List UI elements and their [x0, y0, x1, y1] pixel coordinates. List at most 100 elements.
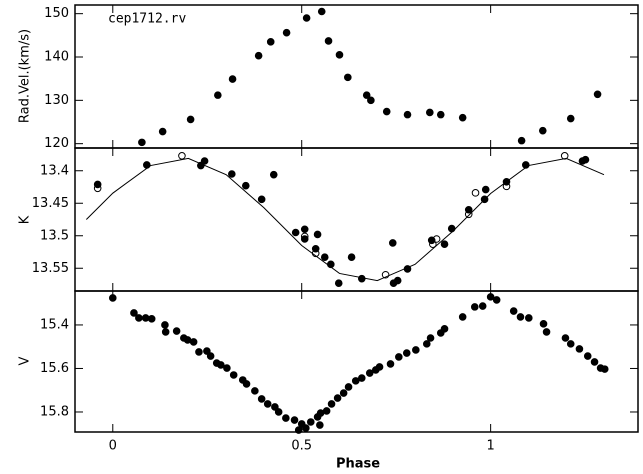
data-point — [135, 314, 143, 322]
data-point — [464, 210, 473, 219]
data-point — [432, 235, 441, 243]
data-point — [197, 161, 205, 170]
data-point — [367, 96, 375, 105]
data-point — [206, 352, 215, 360]
data-point — [590, 358, 599, 366]
data-point — [320, 253, 329, 262]
data-point — [517, 136, 526, 145]
data-point — [426, 108, 434, 117]
data-point — [426, 334, 435, 342]
data-point — [561, 334, 570, 342]
data-point — [300, 225, 309, 234]
data-point — [158, 127, 167, 136]
data-point — [130, 309, 138, 317]
data-point — [290, 416, 299, 424]
data-point — [189, 338, 198, 346]
data-point — [302, 424, 310, 432]
data-point — [436, 110, 445, 119]
y-tick-label: 15.6 — [40, 361, 69, 376]
data-point — [214, 91, 222, 99]
data-point — [486, 293, 495, 301]
data-point — [300, 232, 309, 241]
data-point — [509, 307, 518, 315]
data-point — [422, 340, 431, 348]
data-point — [481, 185, 490, 194]
data-point — [429, 240, 437, 248]
data-point — [412, 346, 420, 354]
y-tick-label: 13.55 — [32, 261, 69, 276]
data-point — [357, 274, 366, 283]
y-tick-label: 15.4 — [40, 317, 69, 332]
data-point — [403, 265, 412, 273]
data-point — [440, 325, 449, 333]
data-point — [339, 389, 348, 397]
data-point — [228, 75, 237, 83]
data-point — [142, 161, 151, 169]
y-tick-label: 130 — [44, 93, 69, 108]
data-point — [458, 113, 467, 122]
data-point — [381, 270, 390, 279]
data-point — [254, 51, 263, 60]
data-point — [327, 260, 335, 269]
data-point — [502, 182, 511, 191]
data-point — [266, 38, 275, 46]
data-point — [229, 371, 238, 379]
data-point — [161, 328, 170, 336]
data-point — [525, 314, 533, 322]
plot-frame — [74, 290, 639, 433]
data-point — [335, 51, 344, 59]
data-point — [93, 180, 102, 189]
x-axis-label: Phase — [336, 457, 380, 472]
data-point — [395, 353, 403, 361]
data-point — [581, 155, 590, 164]
data-point — [382, 107, 391, 116]
y-axis-label: Rad.Vel.(km/s) — [18, 29, 33, 123]
data-point — [251, 387, 259, 395]
data-point — [334, 279, 343, 288]
y-axis-label: V — [18, 356, 33, 365]
data-point — [593, 90, 602, 99]
data-point — [203, 347, 211, 355]
data-point — [542, 328, 551, 336]
data-point — [257, 195, 266, 204]
model-curve — [85, 157, 605, 282]
data-point — [302, 14, 311, 22]
x-tick-label: 0 — [109, 439, 117, 454]
data-point — [327, 400, 336, 408]
y-axis-label: K — [18, 215, 33, 224]
plot-frame — [74, 147, 639, 292]
data-point — [440, 240, 449, 248]
data-point — [217, 361, 225, 369]
data-point — [228, 170, 236, 178]
data-point — [274, 408, 283, 416]
data-point — [313, 230, 322, 239]
y-tick-label: 13.5 — [40, 228, 69, 243]
data-point — [386, 360, 395, 368]
data-point — [241, 181, 250, 190]
data-point — [186, 115, 195, 124]
x-tick-label: 1 — [486, 439, 494, 454]
data-point — [161, 321, 169, 329]
annotation: cep1712.rv — [108, 12, 186, 27]
data-point — [282, 28, 291, 37]
data-point — [566, 340, 575, 348]
data-point — [282, 414, 290, 422]
data-point — [470, 303, 479, 311]
data-point — [480, 195, 489, 204]
data-point — [300, 235, 309, 243]
data-point — [393, 276, 402, 285]
data-point — [362, 91, 371, 99]
data-point — [291, 228, 300, 237]
data-point — [560, 152, 569, 160]
data-point — [108, 294, 117, 302]
data-point — [269, 170, 278, 179]
data-point — [316, 421, 324, 429]
data-point — [347, 253, 356, 262]
data-point — [600, 365, 609, 373]
data-point — [521, 161, 530, 169]
data-point — [539, 320, 548, 328]
data-point — [195, 348, 203, 356]
y-tick-label: 140 — [44, 50, 69, 65]
data-point — [388, 239, 397, 247]
